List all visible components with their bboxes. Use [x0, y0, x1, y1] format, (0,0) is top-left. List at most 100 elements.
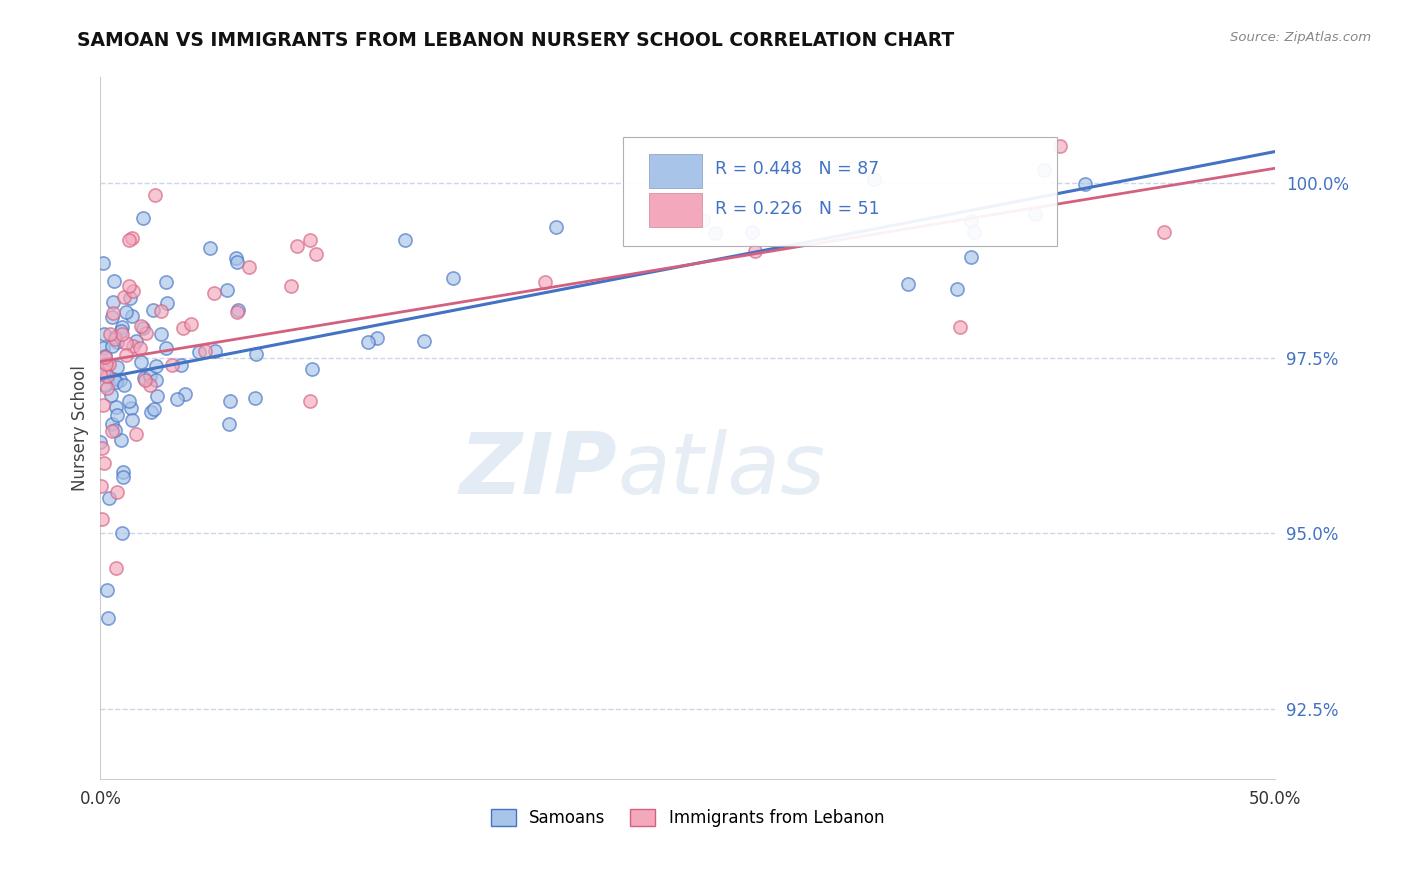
Point — [101, 294, 124, 309]
Point — [110, 320, 132, 334]
Point — [103, 306, 125, 320]
Point — [301, 362, 323, 376]
Text: R = 0.448   N = 87: R = 0.448 N = 87 — [714, 161, 879, 178]
Bar — [648, 154, 702, 187]
Point — [897, 277, 920, 291]
Point — [150, 303, 173, 318]
Point — [105, 484, 128, 499]
Point — [104, 423, 127, 437]
Point — [142, 402, 165, 417]
Point — [413, 334, 436, 348]
Point — [104, 400, 127, 414]
Point — [96, 368, 118, 383]
Point — [110, 526, 132, 541]
Point — [949, 320, 972, 334]
Point — [112, 377, 135, 392]
Point — [105, 334, 128, 349]
Point — [225, 254, 247, 268]
Point — [104, 375, 127, 389]
Point — [945, 282, 967, 296]
Point — [114, 336, 136, 351]
Point — [1074, 177, 1097, 191]
Point — [105, 561, 128, 575]
Point — [298, 393, 321, 408]
Point — [105, 359, 128, 374]
Point — [202, 286, 225, 301]
Point — [741, 226, 763, 240]
Legend: Samoans, Immigrants from Lebanon: Samoans, Immigrants from Lebanon — [484, 802, 891, 834]
Point — [89, 367, 111, 381]
Point — [91, 512, 114, 526]
Text: Source: ZipAtlas.com: Source: ZipAtlas.com — [1230, 31, 1371, 45]
Text: R = 0.226   N = 51: R = 0.226 N = 51 — [714, 200, 879, 218]
Point — [280, 279, 302, 293]
Point — [194, 343, 217, 358]
Point — [145, 373, 167, 387]
Point — [441, 271, 464, 285]
Point — [129, 341, 152, 355]
Point — [103, 372, 125, 386]
Point — [104, 331, 127, 345]
Point — [100, 387, 122, 401]
Point — [118, 291, 141, 305]
Point — [145, 359, 167, 373]
Point — [156, 295, 179, 310]
Point — [100, 338, 122, 352]
FancyBboxPatch shape — [623, 137, 1057, 246]
Point — [146, 388, 169, 402]
Point — [94, 378, 117, 392]
Point — [132, 321, 155, 335]
Point — [89, 435, 111, 450]
Point — [139, 405, 162, 419]
Point — [110, 327, 132, 342]
Point — [110, 324, 132, 338]
Point — [287, 238, 309, 252]
Point — [101, 310, 124, 325]
Point — [546, 219, 568, 234]
Point — [93, 326, 115, 341]
Point — [105, 409, 128, 423]
Point — [245, 347, 267, 361]
Point — [132, 371, 155, 385]
Point — [218, 417, 240, 431]
Point — [149, 327, 172, 342]
Point — [101, 417, 124, 432]
Point — [94, 351, 117, 365]
Point — [187, 345, 209, 359]
Point — [225, 251, 247, 265]
Point — [97, 491, 120, 506]
Point — [963, 225, 986, 239]
Point — [100, 424, 122, 438]
Point — [534, 276, 557, 290]
Point — [394, 233, 416, 247]
Point — [139, 378, 162, 392]
Point — [366, 331, 388, 345]
Point — [174, 386, 197, 401]
Point — [1049, 138, 1071, 153]
Point — [121, 231, 143, 245]
Point — [103, 274, 125, 288]
Point — [960, 214, 983, 228]
Point — [166, 392, 188, 406]
Point — [155, 275, 177, 289]
Point — [118, 279, 141, 293]
Point — [112, 290, 135, 304]
Point — [112, 465, 135, 479]
Point — [118, 234, 141, 248]
Point — [125, 427, 148, 442]
Point — [226, 303, 249, 318]
Point — [120, 401, 142, 415]
Point — [1024, 207, 1046, 221]
Point — [98, 357, 121, 371]
Point — [91, 341, 114, 355]
Point — [135, 326, 157, 340]
Text: ZIP: ZIP — [460, 429, 617, 512]
Point — [238, 260, 260, 275]
Point — [96, 381, 118, 395]
Point — [121, 309, 143, 323]
Point — [91, 441, 114, 455]
Point — [91, 398, 114, 412]
Point — [96, 582, 118, 597]
Point — [121, 413, 143, 427]
Point — [94, 357, 117, 371]
